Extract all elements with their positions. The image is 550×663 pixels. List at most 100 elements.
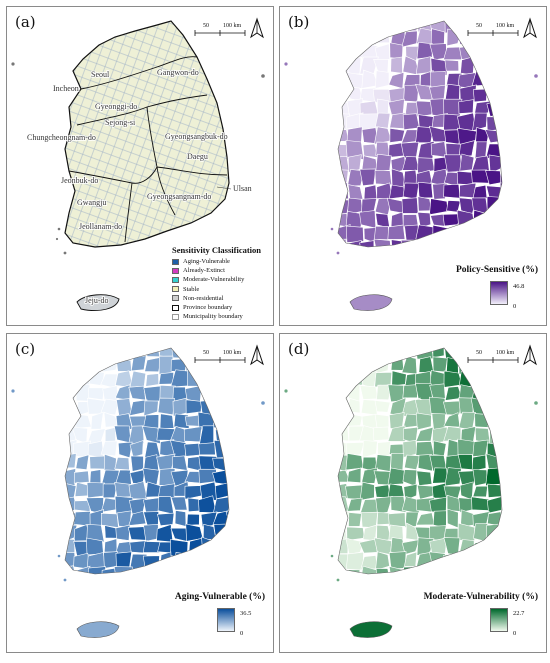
- municipality: [401, 348, 419, 359]
- municipality: [346, 497, 363, 512]
- municipality: [500, 568, 502, 574]
- legend-swatch: [172, 295, 179, 302]
- municipality: [376, 348, 389, 358]
- city-label: Gyeonggi-do: [95, 102, 137, 111]
- city-label: Ulsan: [233, 184, 252, 193]
- north-arrow-icon: [523, 17, 537, 39]
- municipality: [500, 143, 502, 160]
- municipality: [499, 28, 502, 46]
- municipality: [157, 397, 175, 416]
- municipality: [430, 213, 448, 227]
- municipality: [227, 400, 229, 416]
- municipality: [345, 551, 364, 571]
- island: [261, 401, 265, 405]
- municipality: [213, 555, 229, 571]
- legend-swatch: [172, 313, 179, 320]
- municipality: [346, 398, 361, 414]
- municipality: [200, 511, 218, 528]
- municipality: [229, 482, 244, 499]
- municipality: [128, 510, 147, 526]
- municipality: [373, 426, 390, 441]
- municipality: [345, 537, 364, 555]
- municipality: [184, 565, 204, 574]
- legend-item: Non-residential: [172, 294, 261, 303]
- municipality: [484, 555, 502, 571]
- municipality: [501, 551, 502, 570]
- city-label: Incheon: [53, 84, 79, 93]
- municipality: [359, 565, 379, 574]
- municipality: [184, 443, 201, 457]
- municipality: [213, 398, 229, 415]
- municipality: [227, 426, 229, 445]
- municipality: [415, 100, 434, 118]
- municipality: [212, 538, 228, 556]
- municipality: [472, 552, 491, 570]
- municipality: [430, 564, 448, 574]
- municipality: [444, 242, 460, 247]
- municipality: [432, 348, 445, 359]
- municipality: [129, 440, 144, 458]
- municipality: [201, 536, 215, 556]
- municipality: [362, 440, 378, 459]
- municipality: [346, 30, 362, 47]
- municipality: [499, 126, 502, 146]
- municipality: [416, 484, 435, 500]
- municipality: [375, 551, 390, 571]
- municipality: [74, 348, 92, 358]
- municipality: [129, 540, 148, 554]
- municipality: [104, 453, 117, 473]
- legend-swatch: [172, 277, 179, 283]
- municipality: [444, 154, 463, 173]
- municipality: [402, 469, 418, 487]
- legend: Sensitivity Classification Aging-Vulnera…: [172, 245, 261, 321]
- panel-label: (b): [288, 13, 310, 31]
- city-label: Jeonbuk-do: [61, 176, 98, 185]
- municipality: [448, 228, 462, 243]
- municipality: [400, 141, 420, 159]
- municipality: [499, 358, 502, 373]
- municipality: [442, 213, 463, 227]
- municipality: [338, 199, 350, 215]
- municipality: [145, 373, 159, 387]
- municipality: [446, 28, 463, 47]
- municipality: [471, 29, 491, 48]
- municipality: [338, 87, 348, 103]
- municipality: [104, 348, 120, 361]
- municipality: [75, 454, 90, 471]
- municipality: [472, 566, 491, 574]
- municipality: [65, 401, 77, 413]
- municipality: [474, 413, 490, 428]
- municipality: [347, 21, 364, 31]
- municipality: [485, 60, 502, 75]
- municipality: [338, 538, 349, 555]
- legend-swatch: [172, 286, 179, 293]
- municipality: [404, 454, 421, 470]
- municipality: [362, 21, 377, 34]
- municipality: [214, 481, 229, 500]
- municipality: [444, 467, 462, 487]
- municipality: [428, 396, 447, 416]
- municipality: [116, 348, 134, 361]
- colorbar-min: 0: [513, 303, 517, 310]
- municipality: [128, 481, 148, 500]
- municipality: [499, 115, 502, 132]
- legend-title: Sensitivity Classification: [172, 245, 262, 255]
- korea-mainland: [64, 20, 230, 248]
- korea-outline: [337, 347, 503, 575]
- municipality: [226, 440, 229, 459]
- municipality: [456, 348, 477, 361]
- municipality-polygons: [65, 348, 244, 574]
- municipality: [416, 412, 432, 431]
- legend-item: Province boundary: [172, 303, 261, 312]
- korea-outline: [337, 20, 503, 248]
- colorbar-min: 0: [240, 630, 244, 637]
- scale-label-50: 50: [203, 23, 209, 29]
- municipality: [500, 239, 502, 247]
- municipality: [159, 413, 175, 429]
- municipality: [499, 368, 502, 388]
- colorbar-min: 0: [513, 630, 517, 637]
- municipality: [388, 551, 407, 570]
- municipality: [142, 348, 160, 357]
- municipality: [65, 348, 77, 360]
- municipality: [225, 539, 229, 557]
